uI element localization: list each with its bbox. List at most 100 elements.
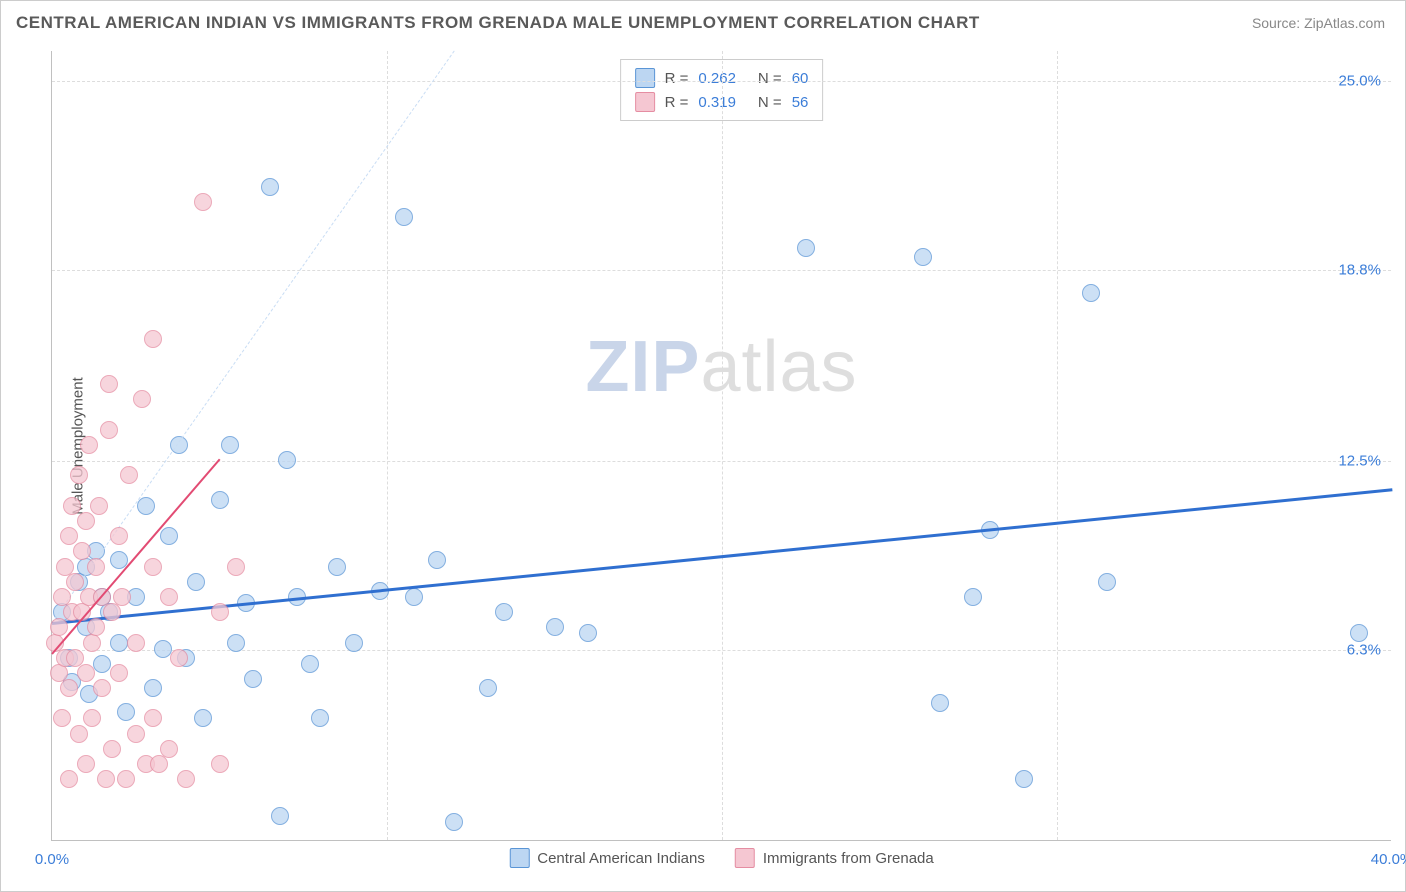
scatter-point — [100, 375, 118, 393]
scatter-point — [77, 755, 95, 773]
scatter-point — [160, 527, 178, 545]
scatter-point — [579, 624, 597, 642]
gridline-v — [387, 51, 388, 840]
legend-series-label: Central American Indians — [537, 850, 705, 867]
scatter-point — [227, 634, 245, 652]
x-tick-label: 0.0% — [35, 851, 69, 868]
scatter-point — [170, 649, 188, 667]
scatter-point — [93, 679, 111, 697]
scatter-point — [160, 588, 178, 606]
gridline-v — [1057, 51, 1058, 840]
scatter-point — [133, 390, 151, 408]
scatter-point — [60, 770, 78, 788]
scatter-point — [194, 193, 212, 211]
scatter-point — [150, 755, 168, 773]
scatter-point — [144, 558, 162, 576]
scatter-point — [100, 421, 118, 439]
scatter-point — [914, 248, 932, 266]
scatter-point — [445, 813, 463, 831]
scatter-point — [66, 573, 84, 591]
scatter-point — [83, 709, 101, 727]
y-tick-label: 25.0% — [1338, 73, 1381, 90]
scatter-point — [103, 740, 121, 758]
n-label: N = — [758, 70, 782, 87]
scatter-point — [479, 679, 497, 697]
scatter-point — [70, 725, 88, 743]
r-value: 0.262 — [698, 70, 736, 87]
watermark-atlas: atlas — [700, 327, 857, 407]
scatter-point — [127, 634, 145, 652]
n-label: N = — [758, 94, 782, 111]
scatter-point — [63, 497, 81, 515]
scatter-point — [177, 770, 195, 788]
plot-area: ZIPatlas R =0.262N =60R =0.319N =56 Cent… — [51, 51, 1391, 841]
legend-series-item: Immigrants from Grenada — [735, 848, 934, 868]
scatter-point — [97, 770, 115, 788]
scatter-point — [127, 725, 145, 743]
legend-swatch — [509, 848, 529, 868]
scatter-point — [227, 558, 245, 576]
scatter-point — [60, 679, 78, 697]
scatter-point — [395, 208, 413, 226]
scatter-point — [546, 618, 564, 636]
scatter-point — [1350, 624, 1368, 642]
scatter-point — [1082, 284, 1100, 302]
scatter-point — [311, 709, 329, 727]
y-tick-label: 6.3% — [1347, 641, 1381, 658]
scatter-point — [1098, 573, 1116, 591]
scatter-point — [80, 436, 98, 454]
y-tick-label: 12.5% — [1338, 453, 1381, 470]
scatter-point — [117, 703, 135, 721]
r-label: R = — [665, 70, 689, 87]
scatter-point — [301, 655, 319, 673]
watermark-zip: ZIP — [585, 327, 700, 407]
scatter-point — [110, 634, 128, 652]
scatter-point — [144, 709, 162, 727]
scatter-point — [1015, 770, 1033, 788]
scatter-point — [261, 178, 279, 196]
scatter-point — [93, 655, 111, 673]
legend-series: Central American Indians Immigrants from … — [509, 848, 933, 868]
scatter-point — [113, 588, 131, 606]
scatter-point — [144, 330, 162, 348]
scatter-point — [83, 634, 101, 652]
scatter-point — [110, 664, 128, 682]
y-tick-label: 18.8% — [1338, 261, 1381, 278]
chart-container: CENTRAL AMERICAN INDIAN VS IMMIGRANTS FR… — [0, 0, 1406, 892]
scatter-point — [53, 709, 71, 727]
scatter-point — [345, 634, 363, 652]
scatter-point — [103, 603, 121, 621]
scatter-point — [120, 466, 138, 484]
scatter-point — [60, 527, 78, 545]
scatter-point — [271, 807, 289, 825]
legend-series-label: Immigrants from Grenada — [763, 850, 934, 867]
scatter-point — [797, 239, 815, 257]
scatter-point — [73, 542, 91, 560]
scatter-point — [244, 670, 262, 688]
scatter-point — [77, 512, 95, 530]
source-label: Source: ZipAtlas.com — [1252, 15, 1385, 31]
legend-swatch — [635, 92, 655, 112]
scatter-point — [70, 466, 88, 484]
r-value: 0.319 — [698, 94, 736, 111]
scatter-point — [194, 709, 212, 727]
scatter-point — [931, 694, 949, 712]
legend-swatch — [735, 848, 755, 868]
scatter-point — [117, 770, 135, 788]
scatter-point — [328, 558, 346, 576]
scatter-point — [495, 603, 513, 621]
legend-swatch — [635, 68, 655, 88]
scatter-point — [137, 497, 155, 515]
scatter-point — [50, 618, 68, 636]
scatter-point — [211, 491, 229, 509]
x-tick-label: 40.0% — [1371, 851, 1406, 868]
scatter-point — [110, 527, 128, 545]
scatter-point — [964, 588, 982, 606]
gridline-v — [722, 51, 723, 840]
legend-series-item: Central American Indians — [509, 848, 705, 868]
scatter-point — [144, 679, 162, 697]
scatter-point — [221, 436, 239, 454]
scatter-point — [160, 740, 178, 758]
scatter-point — [211, 603, 229, 621]
scatter-point — [187, 573, 205, 591]
